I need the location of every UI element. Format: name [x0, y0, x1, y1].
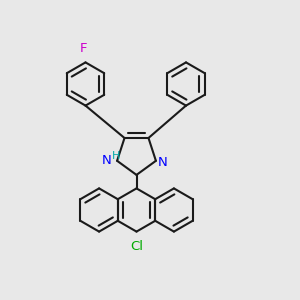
Text: H: H [112, 151, 120, 161]
Text: Cl: Cl [130, 240, 143, 253]
Text: F: F [80, 42, 88, 55]
Text: N: N [102, 154, 112, 167]
Text: N: N [158, 156, 167, 169]
